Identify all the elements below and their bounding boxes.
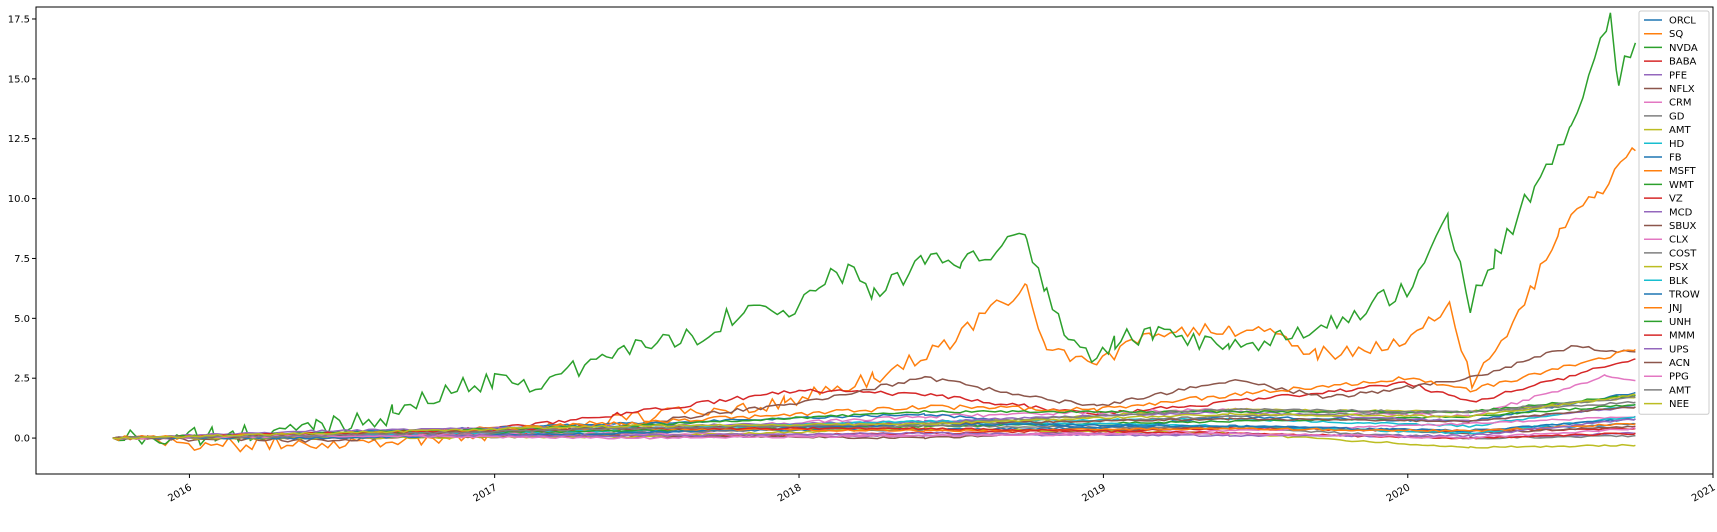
y-tick-label: 10.0 <box>8 194 30 205</box>
y-tick-label: 0.0 <box>14 434 30 445</box>
legend-label: UNH <box>1669 317 1691 328</box>
legend-label: MCD <box>1669 207 1693 218</box>
legend-label: NVDA <box>1669 43 1698 54</box>
y-tick-label: 2.5 <box>14 374 30 385</box>
y-tick-label: 15.0 <box>8 74 30 85</box>
legend-label: MSFT <box>1669 166 1697 177</box>
plot-background <box>36 7 1713 474</box>
legend-label: ORCL <box>1669 16 1696 27</box>
legend-label: NFLX <box>1669 84 1695 95</box>
legend-label: SQ <box>1669 29 1683 40</box>
x-axis: 2016 2017 2018 2019 2020 2021 <box>166 474 1717 505</box>
legend: ORCL SQ NVDA BABA PFE NFLX CRM GD AMT HD FB MSFT WMT… <box>1638 10 1710 415</box>
plot-frame <box>35 6 1714 475</box>
legend-label: TROW <box>1668 290 1700 301</box>
legend-label: BABA <box>1669 57 1697 68</box>
legend-label: AMT <box>1669 125 1691 136</box>
legend-label: GD <box>1669 111 1685 122</box>
legend-label: PFE <box>1669 70 1687 81</box>
series-line-nvda <box>112 12 1637 447</box>
x-tick-label: 2016 <box>166 482 194 504</box>
legend-label: CLX <box>1669 235 1689 246</box>
legend-label: UPS <box>1669 344 1689 355</box>
y-tick-label: 5.0 <box>14 314 30 325</box>
series-layer <box>112 12 1637 453</box>
y-axis: 0.0 2.5 5.0 7.5 10.0 12.5 15.0 17.5 <box>8 14 36 445</box>
x-tick-label: 2017 <box>472 482 500 504</box>
y-tick-label: 17.5 <box>8 14 30 25</box>
legend-label: JNJ <box>1668 303 1682 314</box>
x-tick-label: 2018 <box>776 482 804 504</box>
legend-label: SBUX <box>1669 221 1697 232</box>
x-tick-label: 2021 <box>1690 482 1717 504</box>
legend-box <box>1638 10 1710 415</box>
x-tick-label: 2019 <box>1080 482 1108 504</box>
y-tick-label: 12.5 <box>8 134 30 145</box>
legend-label: BLK <box>1669 276 1688 287</box>
legend-label: FB <box>1669 153 1682 164</box>
legend-label: ACN <box>1669 358 1690 369</box>
series-line-blk <box>112 415 1636 440</box>
series-line-ppg <box>112 426 1636 440</box>
series-line-nee <box>112 393 1636 440</box>
legend-label: MMM <box>1669 331 1695 342</box>
y-tick-label: 7.5 <box>14 254 30 265</box>
x-tick-label: 2020 <box>1385 482 1413 504</box>
legend-label: CRM <box>1669 98 1692 109</box>
legend-label: HD <box>1669 139 1685 150</box>
legend-label: VZ <box>1669 194 1683 205</box>
legend-label: NEE <box>1669 399 1689 410</box>
legend-label: COST <box>1669 248 1697 259</box>
legend-label: WMT <box>1669 180 1695 191</box>
legend-label: AMT <box>1669 385 1691 396</box>
legend-label: PSX <box>1669 262 1688 273</box>
legend-label: PPG <box>1669 372 1689 383</box>
